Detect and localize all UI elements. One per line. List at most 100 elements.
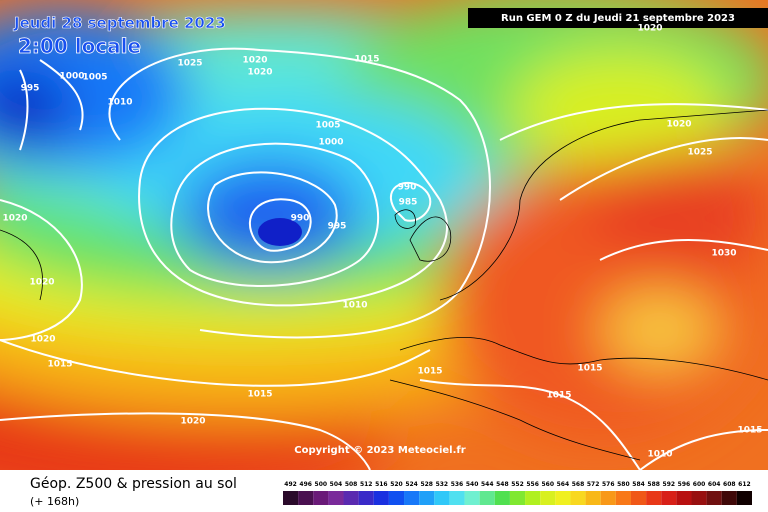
footer-title: Géop. Z500 & pression au sol: [30, 476, 237, 492]
isobar-label: 1020: [29, 278, 54, 288]
legend-label: 608: [723, 481, 736, 488]
legend-label: 512: [360, 481, 373, 488]
legend-label: 580: [617, 481, 630, 488]
legend-swatch: [600, 491, 616, 505]
isobar-label: 1015: [577, 364, 602, 374]
legend-label: 612: [738, 481, 751, 488]
legend-label: 536: [451, 481, 464, 488]
legend-swatch: [358, 491, 374, 505]
legend-swatch: [313, 491, 329, 505]
isobar-label: 1030: [711, 249, 736, 259]
legend-label: 516: [375, 481, 388, 488]
date-label: Jeudi 28 septembre 2023: [13, 14, 226, 32]
legend-label: 500: [315, 481, 328, 488]
isobar-label: 1015: [546, 391, 571, 401]
legend-swatch: [388, 491, 405, 505]
isobar-label: 1020: [30, 335, 55, 345]
legend-label: 588: [647, 481, 660, 488]
legend-swatch: [328, 491, 344, 505]
legend-label: 540: [466, 481, 479, 488]
isobar-label: 1020: [666, 120, 691, 130]
legend-swatch: [585, 491, 601, 505]
legend-swatch: [479, 491, 495, 505]
legend-label: 600: [693, 481, 706, 488]
isobar-label: 1005: [315, 121, 340, 131]
legend-label: 520: [390, 481, 403, 488]
isobar-label: 1010: [647, 450, 672, 460]
run-label: Run GEM 0 Z du Jeudi 21 septembre 2023: [501, 13, 735, 24]
isobar-label: 1020: [242, 56, 267, 66]
legend-label: 492: [284, 481, 297, 488]
legend-label: 508: [345, 481, 358, 488]
legend-swatch: [419, 491, 435, 505]
legend-swatch: [540, 491, 556, 505]
legend-swatch: [676, 491, 692, 505]
isobar-label: 995: [21, 84, 40, 94]
copyright: Copyright © 2023 Meteociel.fr: [294, 445, 465, 456]
isobar-label: 1015: [247, 390, 272, 400]
legend-swatch: [525, 491, 541, 505]
legend-swatch: [555, 491, 571, 505]
isobar-label: 1005: [82, 73, 107, 83]
legend-swatch: [464, 491, 480, 505]
legend-label: 564: [557, 481, 570, 488]
legend-swatch: [736, 491, 752, 505]
isobar-label: 1020: [637, 24, 662, 34]
legend-swatch: [630, 491, 647, 505]
legend-swatch: [706, 491, 722, 505]
color-legend: 492 496 500 504 508 512 516 520 524 528 532 536 540 5…: [283, 481, 752, 505]
isobar-label: 1025: [687, 148, 712, 158]
legend-swatch: [570, 491, 586, 505]
isobar-label: 1020: [2, 214, 27, 224]
run-box: [468, 8, 768, 28]
legend-swatch: [343, 491, 359, 505]
legend-swatch: [404, 491, 420, 505]
time-label: 2:00 locale: [18, 34, 141, 58]
legend-swatch: [449, 491, 465, 505]
legend-swatch: [373, 491, 389, 505]
isobar-label: 990: [398, 183, 417, 193]
legend-label: 548: [496, 481, 509, 488]
footer-lead: (+ 168h): [30, 495, 79, 508]
legend-label: 568: [572, 481, 585, 488]
legend-label: 544: [481, 481, 494, 488]
legend-label: 528: [420, 481, 433, 488]
legend-swatch: [283, 491, 299, 505]
legend-label: 592: [663, 481, 676, 488]
isobars: [0, 47, 768, 470]
legend-label: 552: [511, 481, 524, 488]
isobar-label: 985: [399, 198, 418, 208]
legend-label: 556: [526, 481, 539, 488]
legend-swatch: [646, 491, 662, 505]
legend-label: 524: [405, 481, 418, 488]
legend-swatch: [721, 491, 737, 505]
legend-swatch: [661, 491, 677, 505]
isobar-label: 1010: [107, 98, 132, 108]
legend-label: 504: [330, 481, 343, 488]
isobar-label: 1010: [342, 301, 367, 311]
legend-label: 584: [632, 481, 645, 488]
isobar-label: 1000: [59, 72, 84, 82]
coastlines: [0, 109, 768, 461]
isobar-label: 1015: [737, 426, 762, 436]
low-core: [258, 218, 302, 246]
legend-label: 560: [541, 481, 554, 488]
isobar-label: 1025: [177, 59, 202, 69]
legend-label: 604: [708, 481, 721, 488]
isobar-label: 990: [291, 214, 310, 224]
legend-swatch: [691, 491, 707, 505]
legend-label: 572: [587, 481, 600, 488]
legend-swatch: [615, 491, 631, 505]
legend-label: 496: [299, 481, 312, 488]
isobar-label: 1015: [417, 367, 442, 377]
isobar-label: 1020: [180, 417, 205, 427]
isobar-label: 1020: [247, 68, 272, 78]
isobar-label: 1015: [354, 55, 379, 65]
isobar-label: 995: [328, 222, 347, 232]
legend-swatch: [494, 491, 510, 505]
isobar-label: 1000: [318, 138, 343, 148]
